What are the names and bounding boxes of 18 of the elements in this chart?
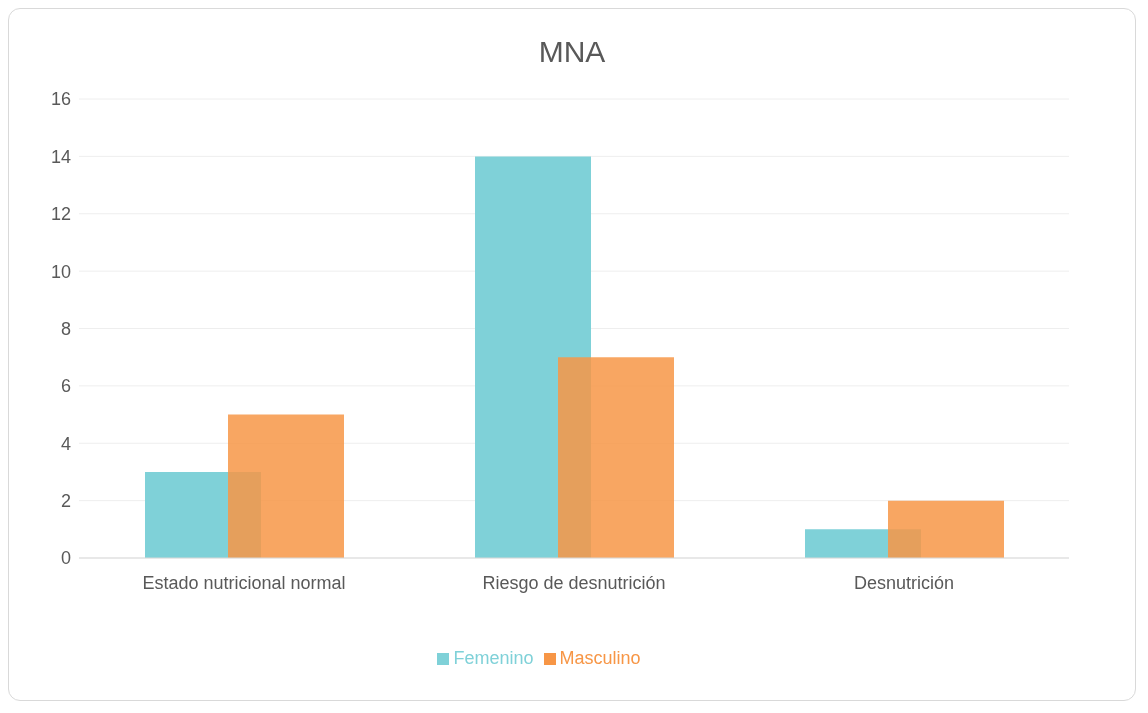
y-tick-label: 12 [50, 204, 71, 225]
y-tick-label: 10 [50, 261, 71, 282]
bar [228, 414, 344, 558]
x-tick-label: Desnutrición [853, 572, 955, 593]
y-tick-label: 0 [60, 548, 71, 569]
bar [888, 500, 1004, 558]
x-tick-label: Estado nutricional normal [142, 572, 346, 593]
y-tick-label: 4 [60, 433, 71, 454]
chart-title: MNA [537, 35, 607, 70]
y-tick-label: 6 [60, 376, 71, 397]
y-tick-label: 8 [60, 318, 71, 339]
y-tick-label: 16 [50, 89, 71, 110]
legend-label: Masculino [559, 648, 641, 668]
bar [558, 357, 674, 558]
x-tick-label: Riesgo de desnutrición [482, 572, 666, 593]
y-tick-label: 14 [50, 146, 71, 167]
legend-label: Femenino [453, 648, 534, 668]
y-tick-label: 2 [60, 491, 71, 512]
